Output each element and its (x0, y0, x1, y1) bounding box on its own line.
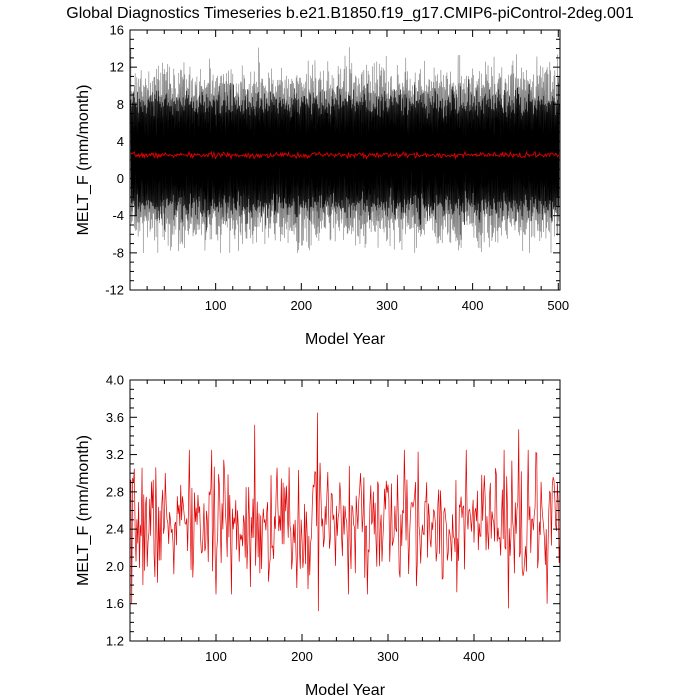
y-tick-label: 3.6 (106, 410, 124, 425)
annual-series-layer (130, 412, 560, 612)
x-tick-label: 400 (462, 298, 484, 313)
y-tick-labels: 1.2 1.6 2.0 2.4 2.8 3.2 3.6 4.0 (106, 373, 124, 649)
x-axis-title: Model Year (305, 331, 386, 348)
y-axis-title: MELT_F (mm/month) (75, 435, 92, 586)
y-tick-label: 12 (110, 60, 124, 75)
x-tick-label: 300 (376, 298, 398, 313)
monthly-series-layer (130, 47, 560, 253)
chart-title: Global Diagnostics Timeseries b.e21.B185… (66, 5, 634, 22)
y-tick-label: -12 (105, 283, 124, 298)
plot-frame (129, 379, 561, 642)
annual-mean-line (130, 150, 560, 161)
x-axis-title: Model Year (305, 682, 386, 699)
x-tick-label: 200 (290, 298, 312, 313)
tick-marks (129, 29, 560, 291)
y-tick-label: 2.8 (106, 484, 124, 499)
y-tick-label: 16 (110, 23, 124, 38)
x-tick-labels: 100 200 300 400 (205, 649, 485, 664)
x-tick-label: 400 (463, 649, 485, 664)
tick-marks (129, 379, 561, 642)
y-tick-label: -8 (112, 245, 124, 260)
x-tick-label: 100 (205, 298, 227, 313)
y-tick-label: 8 (117, 97, 124, 112)
monthly-panel: -12 -8 -4 0 4 8 12 16 100 200 300 400 500 Model Yea… (75, 23, 569, 349)
y-tick-label: -4 (112, 208, 124, 223)
y-tick-label: 0 (117, 171, 124, 186)
x-tick-label: 500 (547, 298, 569, 313)
annual-panel: 1.2 1.6 2.0 2.4 2.8 3.2 3.6 4.0 100 200 300 400 Mo… (75, 373, 561, 699)
x-tick-label: 100 (205, 649, 227, 664)
x-tick-label: 300 (377, 649, 399, 664)
y-tick-label: 2.4 (106, 522, 124, 537)
y-tick-label: 4 (117, 134, 124, 149)
y-tick-label: 1.6 (106, 596, 124, 611)
annual-mean-line (130, 412, 560, 612)
x-tick-labels: 100 200 300 400 500 (205, 298, 569, 313)
y-axis-title: MELT_F (mm/month) (75, 85, 92, 236)
monthly-series-core (130, 78, 560, 240)
y-tick-label: 3.2 (106, 447, 124, 462)
y-tick-label: 1.2 (106, 634, 124, 649)
y-tick-labels: -12 -8 -4 0 4 8 12 16 (105, 23, 124, 298)
y-tick-label: 2.0 (106, 559, 124, 574)
y-tick-label: 4.0 (106, 373, 124, 388)
plot-frame (129, 29, 561, 291)
x-tick-label: 200 (291, 649, 313, 664)
